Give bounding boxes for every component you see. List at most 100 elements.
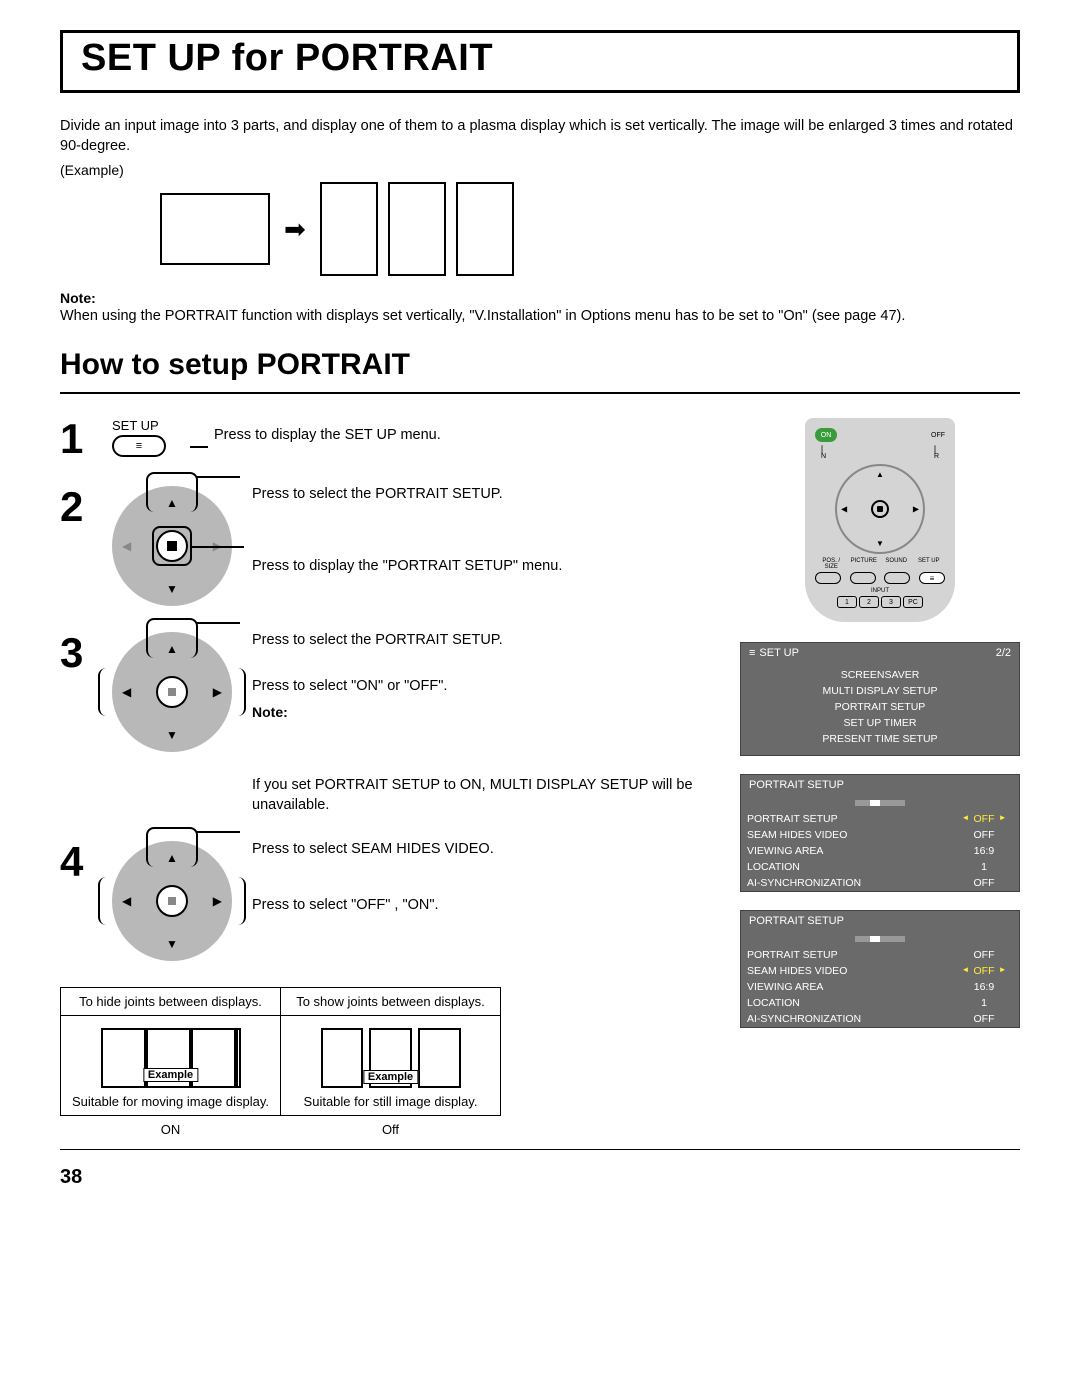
osd-row: LOCATION1: [741, 995, 1019, 1011]
arrow-right-icon: ➡: [284, 214, 306, 245]
step-number: 2: [60, 486, 94, 528]
dpad-diagram: ▲ ▼ ◀ ▶: [112, 486, 232, 606]
remote-setup-button-icon: ≡: [919, 572, 945, 584]
intro-text: Divide an input image into 3 parts, and …: [60, 117, 1020, 156]
seam-show-diagram: Example: [291, 1028, 490, 1088]
menu-icon: ≡: [749, 647, 755, 659]
remote-control-diagram: ON OFF N R ▲▼◀▶ POS. / SIZE PICTURE SOUN…: [805, 418, 955, 622]
setup-button-block: SET UP: [112, 418, 166, 457]
osd-row-value: OFF: [949, 1011, 1019, 1027]
osd-row-label: LOCATION: [741, 859, 949, 875]
steps-column: 1 SET UP Press to display the SET UP men…: [60, 418, 716, 1143]
osd-row-label: LOCATION: [741, 995, 949, 1011]
seam-comparison-table: To hide joints between displays. To show…: [60, 987, 501, 1143]
example-diagram: ➡: [160, 182, 1020, 276]
remote-input-button: 3: [881, 596, 901, 608]
seam-show-caption: Suitable for still image display.: [291, 1094, 490, 1109]
remote-input-button: PC: [903, 596, 923, 608]
osd-row-label: PORTRAIT SETUP: [741, 811, 949, 827]
step-number: 1: [60, 418, 94, 460]
osd-row-label: SEAM HIDES VIDEO: [741, 827, 949, 843]
osd-slider-icon: [741, 931, 1019, 947]
osd-row-value: 16:9: [949, 979, 1019, 995]
remote-input-button: 1: [837, 596, 857, 608]
osd1-page: 2/2: [996, 647, 1011, 659]
osd-row-label: PORTRAIT SETUP: [741, 947, 949, 963]
osd-row-label: VIEWING AREA: [741, 979, 949, 995]
portrait-group: [320, 182, 514, 276]
dpad-diagram: ▲ ▼ ◀ ▶: [112, 841, 232, 961]
step-2-line2: Press to display the "PORTRAIT SETUP" me…: [252, 558, 716, 574]
osd-row: SEAM HIDES VIDEOOFF: [741, 963, 1019, 979]
osd-row-value: 1: [949, 995, 1019, 1011]
osd-row-value: OFF: [949, 811, 1019, 827]
portrait-rect: [388, 182, 446, 276]
step-3-line1: Press to select the PORTRAIT SETUP.: [252, 632, 716, 648]
step-number: 3: [60, 632, 94, 674]
remote-fn-label: POS. / SIZE: [815, 558, 848, 570]
osd-row: AI-SYNCHRONIZATIONOFF: [741, 1011, 1019, 1027]
step-2-line1: Press to select the PORTRAIT SETUP.: [252, 486, 716, 502]
remote-off-label: OFF: [931, 432, 945, 439]
remote-on-button: ON: [815, 428, 837, 442]
osd-slider-icon: [741, 795, 1019, 811]
bracket-icon: [152, 526, 192, 566]
seam-off-label: Off: [281, 1116, 501, 1144]
osd-portrait-setup-menu-2: PORTRAIT SETUP PORTRAIT SETUPOFFSEAM HID…: [740, 910, 1020, 1028]
portrait-rect: [320, 182, 378, 276]
remote-fn-label: SOUND: [880, 558, 913, 570]
osd-row: LOCATION1: [741, 859, 1019, 875]
osd-row-label: AI-SYNCHRONIZATION: [741, 875, 949, 891]
remote-fn-button: [884, 572, 910, 584]
remote-input-button: 2: [859, 596, 879, 608]
osd-row: VIEWING AREA16:9: [741, 979, 1019, 995]
step-number: 4: [60, 841, 94, 883]
step-3-note-text: If you set PORTRAIT SETUP to ON, MULTI D…: [252, 776, 716, 815]
step-3-line2: Press to select "ON" or "OFF".: [252, 678, 716, 694]
note-label: Note:: [60, 290, 96, 306]
osd-row-value: OFF: [949, 827, 1019, 843]
portrait-rect: [456, 182, 514, 276]
osd3-title: PORTRAIT SETUP: [741, 911, 1019, 931]
seam-example-tag: Example: [363, 1070, 418, 1084]
page-title-box: SET UP for PORTRAIT: [60, 30, 1020, 93]
page-number: 38: [60, 1166, 1020, 1189]
seam-hide-caption: Suitable for moving image display.: [71, 1094, 270, 1109]
osd-row-value: OFF: [949, 875, 1019, 891]
osd-menu-item: SET UP TIMER: [741, 715, 1019, 731]
dpad-center-icon: [156, 676, 188, 708]
seam-example-tag: Example: [143, 1068, 198, 1082]
landscape-rect: [160, 193, 270, 265]
osd-setup-menu: ≡SET UP 2/2 SCREENSAVERMULTI DISPLAY SET…: [740, 642, 1020, 756]
setup-button-label: SET UP: [112, 418, 159, 433]
osd-row: VIEWING AREA16:9: [741, 843, 1019, 859]
osd-row-value: 1: [949, 859, 1019, 875]
step-2: 2 ▲ ▼ ◀ ▶ Press to select the PORTRAIT S…: [60, 486, 716, 606]
step-1-text: Press to display the SET UP menu.: [214, 427, 441, 443]
step-4-line2: Press to select "OFF" , "ON".: [252, 897, 716, 913]
divider: [60, 392, 1020, 394]
example-label: (Example): [60, 162, 1020, 178]
setup-button-icon: [112, 435, 166, 457]
remote-fn-label: PICTURE: [848, 558, 881, 570]
osd-row-value: OFF: [949, 947, 1019, 963]
step-3: 3 ▲ ▼ ◀ ▶ Press: [60, 632, 716, 815]
step-4-line1: Press to select SEAM HIDES VIDEO.: [252, 841, 716, 857]
divider: [60, 1149, 1020, 1150]
seam-show-header: To show joints between displays.: [281, 988, 501, 1016]
osd-portrait-setup-menu-1: PORTRAIT SETUP PORTRAIT SETUPOFFSEAM HID…: [740, 774, 1020, 892]
dpad-center-icon: [156, 885, 188, 917]
osd-row-value: OFF: [949, 963, 1019, 979]
remote-fn-button: [815, 572, 841, 584]
osd1-title: SET UP: [759, 647, 799, 659]
osd-row-value: 16:9: [949, 843, 1019, 859]
seam-hide-diagram: Example: [71, 1028, 270, 1088]
osd-menu-item: SCREENSAVER: [741, 667, 1019, 683]
osd-row: PORTRAIT SETUPOFF: [741, 947, 1019, 963]
step-3-note-label: Note:: [252, 704, 716, 720]
step-4: 4 ▲ ▼ ◀ ▶ Press to select SEAM HIDES VID…: [60, 841, 716, 961]
osd-row-label: VIEWING AREA: [741, 843, 949, 859]
osd-row: PORTRAIT SETUPOFF: [741, 811, 1019, 827]
seam-hide-header: To hide joints between displays.: [61, 988, 281, 1016]
osd-menu-item: PORTRAIT SETUP: [741, 699, 1019, 715]
